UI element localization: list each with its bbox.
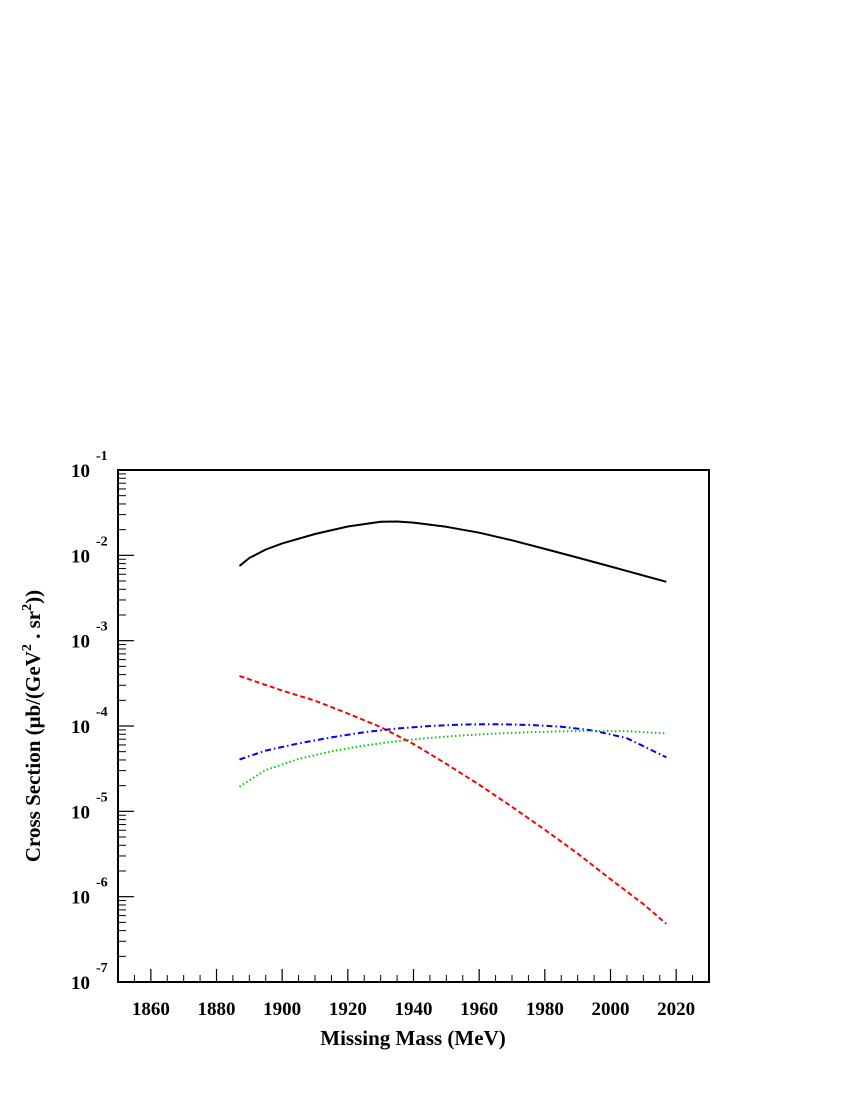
y-axis-label-sep: . sr [21,611,45,644]
x-tick-label: 2000 [592,999,630,1020]
y-tick-label-base: 10 [71,461,90,482]
y-tick-label-exponent: -5 [96,790,108,805]
x-tick-label: 1880 [198,999,236,1020]
series-line-dashed [239,675,667,925]
minor-ticks [117,473,710,982]
series-layer [238,520,667,925]
y-tick-label-exponent: -6 [96,876,108,891]
y-axis-ticks: 10 -7 10 -6 10 -5 10 -4 10 -3 10 -2 10 -1 [71,449,134,994]
y-axis-label-prefix: Cross Section ( [21,728,45,862]
y-tick-label-exponent: -4 [96,705,108,720]
x-tick-label: 1860 [132,999,170,1020]
y-tick-label-base: 10 [71,717,90,738]
y-tick-label-base: 10 [71,632,90,653]
x-tick-label: 1960 [460,999,498,1020]
y-axis-label: Cross Section (μb/(GeV2 . sr2)) [20,590,45,862]
y-axis-label-mid: b/(GeV [21,651,45,716]
series-line-dashdot [239,723,667,761]
series-line-solid [238,520,667,583]
y-tick-label-exponent: -1 [96,449,108,464]
y-tick-label-exponent: -7 [96,961,108,976]
y-axis-label-sup2: 2 [20,604,35,611]
y-tick-label-base: 10 [71,546,90,567]
y-axis-label-sup1: 2 [20,644,35,651]
x-tick-label: 1940 [395,999,433,1020]
y-tick-label-exponent: -2 [96,534,108,549]
x-tick-label: 1900 [263,999,301,1020]
y-axis-label-suffix: )) [21,590,45,604]
x-axis-label: Missing Mass (MeV) [320,1026,505,1050]
y-tick-label-base: 10 [71,888,90,909]
y-axis-label-mu: μ [21,716,45,728]
x-tick-label: 1980 [526,999,564,1020]
series-line-dotted [238,729,667,788]
plot-frame [117,469,710,983]
x-tick-label: 1920 [329,999,367,1020]
y-tick-label-exponent: -3 [96,620,108,635]
y-tick-label-base: 10 [71,973,90,994]
x-axis-ticks: 1860 1880 1900 1920 1940 1960 1980 2000 2020 [132,969,695,1020]
x-tick-label: 2020 [657,999,695,1020]
y-tick-label-base: 10 [71,802,90,823]
